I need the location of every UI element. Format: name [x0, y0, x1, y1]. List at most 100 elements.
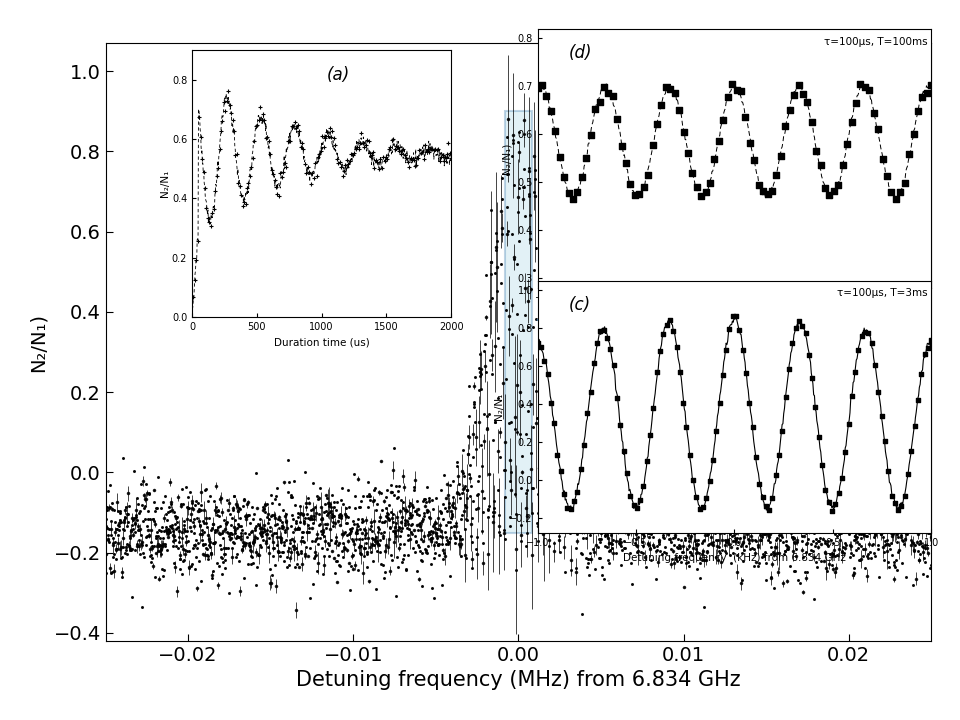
Point	[689, 181, 705, 193]
Point	[229, 148, 245, 160]
Point	[592, 325, 608, 337]
Point	[315, 130, 330, 142]
Point	[695, 501, 710, 513]
Point	[875, 153, 890, 165]
Point	[261, 135, 276, 146]
Point	[576, 438, 591, 450]
Point	[778, 120, 793, 132]
Point	[698, 186, 713, 198]
Point	[603, 343, 618, 355]
Point	[906, 128, 922, 140]
Point	[238, 198, 253, 210]
Point	[760, 189, 776, 200]
Point	[871, 123, 886, 135]
Point	[619, 467, 635, 479]
Point	[195, 153, 210, 165]
Point	[897, 177, 912, 189]
Point	[289, 122, 304, 133]
Point	[332, 156, 348, 168]
Point	[632, 188, 647, 199]
Point	[543, 397, 559, 409]
Point	[606, 359, 621, 371]
Point	[857, 81, 873, 92]
Point	[253, 114, 269, 126]
Point	[204, 207, 220, 219]
Point	[729, 310, 744, 322]
Point	[662, 315, 678, 326]
Point	[580, 408, 595, 419]
Point	[418, 140, 433, 151]
Point	[369, 154, 384, 166]
Point	[679, 421, 694, 433]
Point	[295, 138, 310, 149]
Point	[224, 107, 239, 118]
Point	[307, 158, 323, 169]
Point	[552, 151, 567, 163]
Point	[432, 156, 447, 167]
Point	[745, 422, 760, 433]
Point	[692, 503, 708, 515]
X-axis label: Detuning frequency (kHz) from 6.834 GHz: Detuning frequency (kHz) from 6.834 GHz	[625, 308, 844, 318]
Point	[219, 96, 234, 107]
Point	[296, 143, 311, 155]
Point	[588, 104, 603, 115]
Point	[281, 135, 297, 147]
Point	[669, 341, 684, 353]
Point	[264, 164, 279, 176]
Point	[844, 390, 859, 402]
Point	[924, 335, 939, 346]
Point	[758, 500, 774, 512]
Point	[232, 181, 248, 192]
Point	[738, 367, 754, 379]
Point	[618, 157, 634, 168]
Point	[321, 130, 336, 142]
Point	[189, 254, 204, 266]
Point	[867, 359, 882, 371]
Y-axis label: N₂/N₁: N₂/N₁	[160, 170, 170, 197]
Point	[377, 156, 393, 167]
Point	[784, 338, 800, 349]
Point	[676, 126, 691, 138]
Point	[290, 120, 305, 131]
Point	[804, 117, 820, 128]
Point	[616, 446, 632, 457]
Point	[610, 113, 625, 125]
Point	[791, 315, 806, 327]
Point	[623, 179, 638, 190]
Point	[574, 171, 589, 182]
Point	[324, 125, 340, 137]
Point	[880, 466, 896, 477]
Point	[557, 488, 572, 500]
Point	[543, 105, 559, 117]
Text: (c): (c)	[569, 296, 591, 314]
Point	[353, 127, 369, 139]
Point	[830, 179, 846, 191]
Point	[540, 369, 555, 380]
Point	[409, 159, 424, 171]
Point	[430, 143, 445, 155]
Point	[768, 469, 783, 481]
Point	[782, 104, 798, 116]
Point	[645, 140, 660, 151]
Point	[215, 115, 230, 127]
Point	[818, 484, 833, 495]
Point	[433, 150, 448, 162]
Point	[341, 158, 356, 169]
Point	[791, 79, 806, 91]
Point	[560, 502, 575, 513]
Point	[241, 177, 256, 189]
Point	[277, 157, 293, 168]
Point	[795, 88, 810, 99]
Point	[210, 162, 226, 174]
Point	[216, 96, 231, 108]
Point	[407, 160, 422, 171]
Point	[444, 152, 459, 163]
Point	[808, 145, 824, 157]
Point	[633, 494, 648, 505]
Point	[423, 143, 439, 155]
Point	[654, 99, 669, 111]
Point	[665, 325, 681, 337]
Point	[322, 122, 337, 134]
Point	[403, 153, 419, 164]
Point	[201, 212, 216, 223]
